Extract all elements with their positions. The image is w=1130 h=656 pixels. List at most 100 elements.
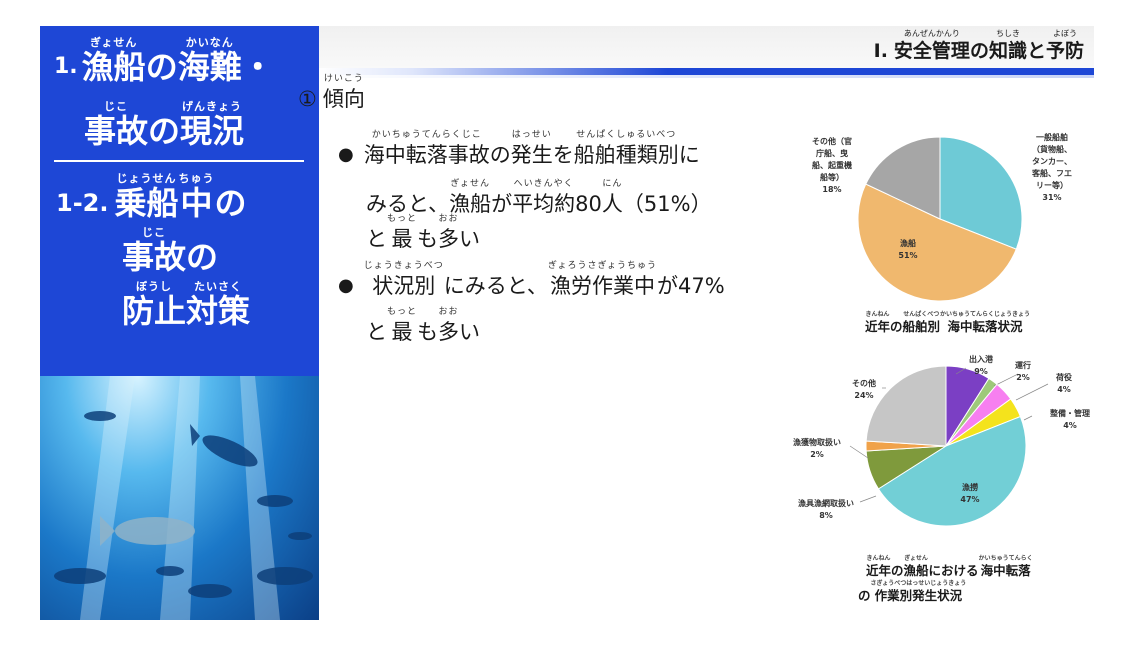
ruby-word: が47% [657,272,725,300]
slice-label: リー等） [1036,180,1068,190]
ruby-word: 80 [575,190,602,218]
sidebar-subtitle-line1: 1-2. じょうせん 乗船 ちゅう中 の [56,172,247,221]
ruby-word: おお多 [438,214,459,253]
slice-label: 整備・管理 [1049,408,1090,418]
ruby-reading: もっと [387,214,418,224]
ruby-base: 近年 [866,563,892,578]
slice-label: 24% [854,391,873,400]
ruby-base: 人 [601,192,623,216]
ruby-reading: はっせい [511,130,552,140]
ruby-word: よぼう 予防 [1045,29,1084,62]
ruby-reading: きんねん [865,311,890,318]
ruby-base: と [366,320,387,344]
pie-slice [865,365,947,447]
fish-illustration [54,376,313,620]
ruby-base: 海中転落 [980,563,1031,578]
ruby-base: い [459,320,481,344]
ruby-base: 近年 [865,319,891,334]
ruby-word: あんぜんかんり 安全管理 [893,29,970,62]
ruby-word: ぎょせん 漁船 [81,36,146,86]
ruby-reading: せんぱくべつ [903,311,940,318]
ruby-word: に [679,141,700,169]
ruby-base: 作業別発生状況 [874,588,963,603]
chart2-title-line2: のさぎょうべつはっせいじょうきょう 作業別発生状況 [858,580,966,604]
slice-label: 47% [960,495,979,504]
ruby-reading: きんねん [866,555,891,562]
slice-label: 漁具漁網取扱い [798,498,854,508]
header-stripe [319,68,1094,75]
ruby-word: かいなん 海難 [177,36,242,86]
ruby-base: 漁船 [903,563,929,578]
ruby-word: みると、 [366,190,449,218]
ruby-base: 平均約 [512,192,576,216]
ruby-base: が47% [657,274,725,298]
header-band: Ⅰ. あんぜんかんり 安全管理 の ちしき 知識 と よぼう 予防 [319,26,1094,68]
slice-label: 出入港 [969,354,994,364]
slice-label: 漁獲物取扱い [793,437,841,447]
bullet-dot-icon: ● [338,144,354,165]
pie-slice [877,415,1027,527]
ruby-word: ちしき 知識 [988,29,1027,62]
slice-label: 運行 [1015,360,1031,370]
ruby-base: も [417,227,439,251]
ruby-word: における [929,563,979,579]
ruby-word: かいちゅうてんらく 海中転落 [979,555,1033,579]
slice-label: 8% [819,511,833,520]
ruby-word: （51%） [623,190,712,218]
ruby-word: ちゅう中 [178,172,215,222]
ruby-base: の [891,563,904,578]
ruby-word: が [491,190,512,218]
slice-label: （貨物船、 [1032,144,1072,154]
sidebar-divider [54,160,304,162]
ruby-base: 船舶別 [902,319,941,334]
ruby-word: きんねん 近年 [866,555,891,579]
ruby-word: の [490,141,511,169]
ruby-word: たいさく 対策 [186,280,251,330]
ruby-word: の [214,184,247,222]
slice-label: 9% [974,367,988,376]
ruby-base: が [491,192,513,216]
sidebar-subtitle-line3: ぼうし 防止 たいさく 対策 [122,280,250,329]
pie-slice [939,136,1023,250]
ruby-word: せんぱくべつ 船舶別 [903,311,941,335]
ruby-word: かいちゅうてんらくじこ 海中転落事故 [364,130,490,169]
section-prefix: Ⅰ. [873,40,888,62]
ruby-word: の [890,319,903,335]
ruby-word: じこ 事故 [122,226,187,276]
ruby-word: へいきんやく 平均約 [512,179,575,218]
ruby-word: きんねん 近年 [865,311,890,335]
ruby-word: ぎょろうさぎょうちゅう 漁労作業中 [548,261,657,300]
sidebar-title-line1: 1. ぎょせん 漁船 の かいなん 海難 ・ [54,36,274,85]
ruby-reading: へいきんやく [513,179,574,189]
ruby-word: さぎょうべつはっせいじょうきょう 作業別発生状況 [871,580,967,604]
slice-label: 庁船、曳 [815,148,848,158]
ruby-base: い [459,227,481,251]
bullet1-line1: ● かいちゅうてんらくじこ 海中転落事故のはっせい 発生をせんぱくしゅるいべつ 船舶種… [338,130,700,169]
ruby-word: もっと最 [387,307,417,346]
ruby-base: の [858,588,871,603]
chart2-title-line1: きんねん 近年のぎょせん 漁船 における かいちゅうてんらく 海中転落 [866,555,1033,579]
ruby-reading: じょうきょうべつ [363,261,444,271]
ruby-reading: ぎょろうさぎょうちゅう [547,261,658,271]
ruby-reading: ぎょせん [450,179,490,189]
ruby-base: 状況別 [372,274,436,298]
ruby-word: ぎょせん 漁船 [449,179,491,218]
ruby-line: かいちゅうてんらくじこ 海中転落事故のはっせい 発生をせんぱくしゅるいべつ 船舶種類別… [364,130,700,169]
ruby-reading: もっと [387,307,418,317]
ruby-base: 漁船 [449,192,492,216]
ruby-word: じこ 事故 [84,100,149,150]
work-type-pie-chart: 出入港 9% 運行 2% 荷役 4% 整備・管理 4% 漁撈 47% 漁具漁網取扱い 8% 漁獲物取扱い… [793,354,1090,527]
ruby-word: の [145,48,178,86]
ruby-word: じょうきょうべつ状況別 [364,261,444,300]
sidebar-subtitle-line2: じこ 事故 の [122,226,218,275]
ruby-reading: かいちゅうてんらくじょうきょう [940,311,1031,318]
ruby-word: ぎょせん 漁船 [904,555,929,579]
ruby-base: を [552,143,574,167]
section-number: 1. [54,54,78,79]
ruby-reading: かいちゅうてんらく [978,555,1033,562]
ruby-word: の [858,588,871,604]
ruby-word: にん人 [602,179,623,218]
slice-label: 4% [1057,385,1071,394]
slice-label: 4% [1063,421,1077,430]
ruby-reading: おお [438,307,459,317]
